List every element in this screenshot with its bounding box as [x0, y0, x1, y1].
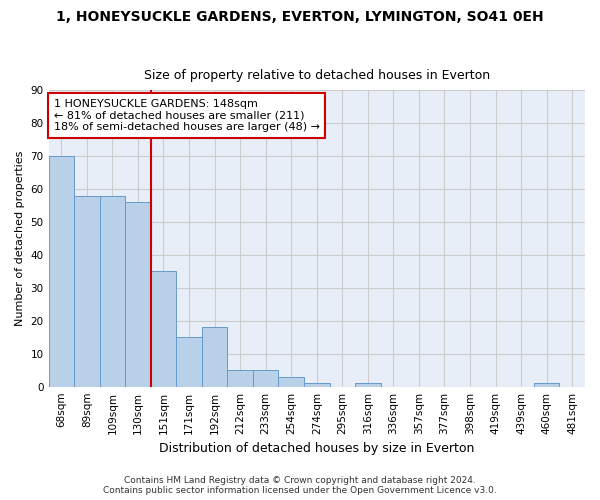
- Bar: [278, 377, 304, 386]
- Bar: [304, 384, 329, 386]
- Bar: [227, 370, 253, 386]
- Bar: [202, 328, 227, 386]
- X-axis label: Distribution of detached houses by size in Everton: Distribution of detached houses by size …: [159, 442, 475, 455]
- Bar: [125, 202, 151, 386]
- Bar: [176, 338, 202, 386]
- Bar: [151, 272, 176, 386]
- Bar: [253, 370, 278, 386]
- Text: 1, HONEYSUCKLE GARDENS, EVERTON, LYMINGTON, SO41 0EH: 1, HONEYSUCKLE GARDENS, EVERTON, LYMINGT…: [56, 10, 544, 24]
- Text: 1 HONEYSUCKLE GARDENS: 148sqm
← 81% of detached houses are smaller (211)
18% of : 1 HONEYSUCKLE GARDENS: 148sqm ← 81% of d…: [54, 99, 320, 132]
- Bar: [355, 384, 380, 386]
- Text: Contains HM Land Registry data © Crown copyright and database right 2024.
Contai: Contains HM Land Registry data © Crown c…: [103, 476, 497, 495]
- Bar: [49, 156, 74, 386]
- Bar: [100, 196, 125, 386]
- Bar: [534, 384, 559, 386]
- Y-axis label: Number of detached properties: Number of detached properties: [15, 150, 25, 326]
- Title: Size of property relative to detached houses in Everton: Size of property relative to detached ho…: [144, 69, 490, 82]
- Bar: [74, 196, 100, 386]
